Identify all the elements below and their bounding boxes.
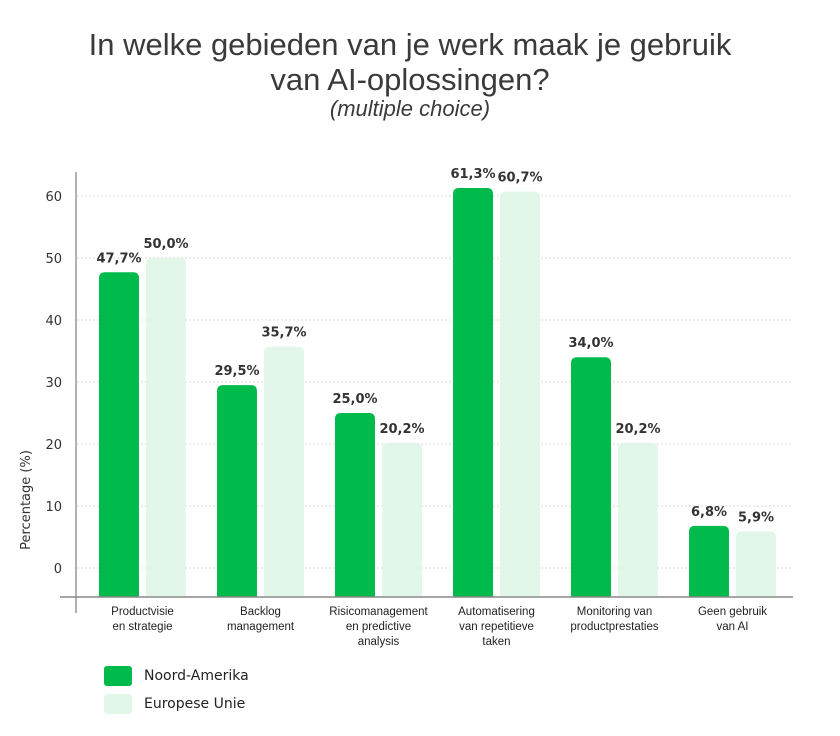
legend-label: Noord-Amerika xyxy=(144,668,249,684)
x-tick-label: van AI xyxy=(717,621,749,633)
y-tick-label: 10 xyxy=(45,500,62,515)
x-tick-label: Productvisie xyxy=(111,606,174,618)
bar-noord-amerika xyxy=(571,357,611,597)
chart-title-line2: van AI-oplossingen? xyxy=(270,62,550,97)
legend-label: Europese Unie xyxy=(144,696,246,712)
bar-noord-amerika xyxy=(335,413,375,597)
x-tick-label: productprestaties xyxy=(570,621,658,633)
y-tick-label: 60 xyxy=(45,190,62,205)
y-tick-label: 40 xyxy=(45,314,62,329)
data-label: 61,3% xyxy=(450,167,495,182)
bar-europese-unie xyxy=(618,442,658,597)
x-tick-label: taken xyxy=(482,636,510,648)
legend-swatch xyxy=(104,694,132,714)
x-tick-label: Automatisering xyxy=(458,606,535,618)
data-label: 35,7% xyxy=(261,326,306,341)
x-tick-label: Geen gebruik xyxy=(698,606,767,618)
x-tick-label: en predictive xyxy=(346,621,411,633)
bar-noord-amerika xyxy=(453,187,493,597)
x-tick-label: Risicomanagement xyxy=(329,606,428,618)
data-label: 20,2% xyxy=(615,422,660,437)
data-label: 29,5% xyxy=(214,364,259,379)
chart-subtitle: (multiple choice) xyxy=(329,96,491,121)
y-tick-label: 0 xyxy=(54,562,62,577)
legend-item-europese-unie: Europese Unie xyxy=(104,694,245,714)
x-tick-label: Monitoring van xyxy=(577,606,652,618)
bar-europese-unie xyxy=(146,258,186,597)
legend-swatch xyxy=(104,666,132,686)
x-tick-label: management xyxy=(227,621,295,633)
y-axis-label: Percentage (%) xyxy=(19,450,34,550)
bar-europese-unie xyxy=(500,191,540,597)
y-tick-label: 50 xyxy=(45,252,62,267)
x-tick-label: Backlog xyxy=(240,606,281,618)
data-label: 5,9% xyxy=(738,510,774,525)
x-tick-label: van repetitieve xyxy=(459,621,534,633)
data-label: 60,7% xyxy=(497,171,542,186)
bar-noord-amerika xyxy=(689,525,729,597)
y-tick-label: 20 xyxy=(45,438,62,453)
data-label: 25,0% xyxy=(332,392,377,407)
chart-title-line1: In welke gebieden van je werk maak je ge… xyxy=(88,27,732,62)
bar-noord-amerika xyxy=(99,272,139,597)
data-label: 20,2% xyxy=(379,422,424,437)
data-label: 47,7% xyxy=(96,251,141,266)
bar-noord-amerika xyxy=(217,385,257,597)
y-tick-label: 30 xyxy=(45,376,62,391)
legend-item-noord-amerika: Noord-Amerika xyxy=(104,666,249,686)
data-label: 50,0% xyxy=(143,237,188,252)
bar-europese-unie xyxy=(382,442,422,597)
x-tick-label: analysis xyxy=(358,636,400,648)
x-tick-label: en strategie xyxy=(112,621,172,633)
data-label: 34,0% xyxy=(568,336,613,351)
bar-europese-unie xyxy=(736,531,776,597)
data-label: 6,8% xyxy=(691,505,727,520)
bar-europese-unie xyxy=(264,346,304,597)
